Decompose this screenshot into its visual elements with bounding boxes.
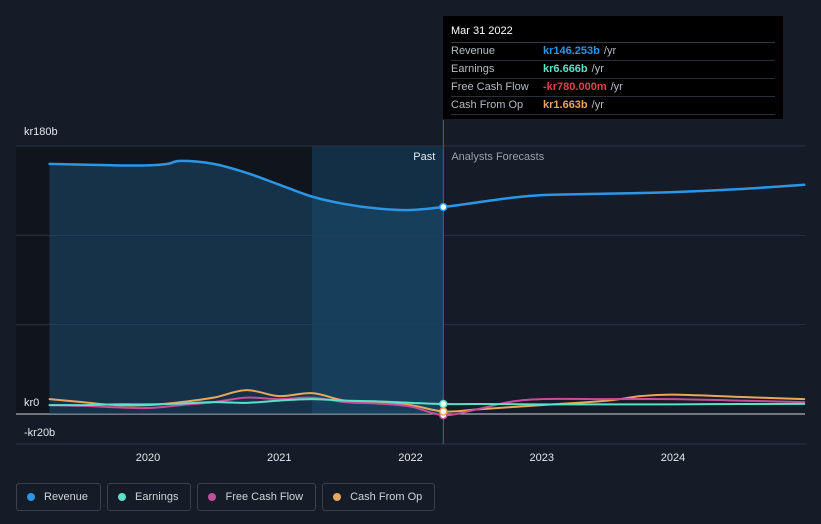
- tooltip-value: kr146.253b: [543, 45, 600, 57]
- tooltip-unit: /yr: [591, 63, 604, 75]
- x-tick-label: 2022: [398, 452, 422, 464]
- legend-item-cash-from-op[interactable]: Cash From Op: [322, 483, 436, 511]
- tooltip-row: Revenue kr146.253b/yr: [451, 43, 775, 61]
- legend-label: Cash From Op: [350, 491, 423, 503]
- legend-label: Earnings: [135, 491, 179, 503]
- tooltip-value: kr1.663b: [543, 99, 588, 111]
- legend-dot-icon: [333, 493, 342, 501]
- legend-item-earnings[interactable]: Earnings: [107, 483, 192, 511]
- past-label: Past: [413, 151, 435, 163]
- revenue-line: [48, 159, 806, 212]
- x-tick-label: 2020: [136, 452, 160, 464]
- tooltip-unit: /yr: [610, 81, 623, 93]
- tooltip-unit: /yr: [591, 99, 604, 111]
- legend: Revenue Earnings Free Cash Flow Cash From O…: [16, 483, 436, 511]
- tooltip-label: Free Cash Flow: [451, 81, 529, 93]
- forecast-label: Analysts Forecasts: [451, 151, 544, 163]
- tooltip: Mar 31 2022 Revenue kr146.253b/yr Earnings…: [443, 16, 783, 119]
- free-cash-flow-line: [48, 396, 806, 417]
- revenue-highlight-point: [439, 202, 448, 212]
- legend-item-revenue[interactable]: Revenue: [16, 483, 102, 511]
- tooltip-unit: /yr: [603, 45, 617, 57]
- legend-label: Revenue: [44, 491, 89, 503]
- tooltip-row: Free Cash Flow -kr780.000m/yr: [451, 79, 775, 97]
- cash-from-op-highlight-point: [439, 407, 448, 416]
- tooltip-row: Earnings kr6.666b/yr: [451, 61, 775, 79]
- y-tick-label: kr0: [24, 397, 39, 409]
- tooltip-row: Cash From Op kr1.663b/yr: [451, 97, 775, 115]
- y-tick-label: kr180b: [24, 126, 58, 138]
- x-tick-label: 2021: [267, 452, 291, 464]
- legend-item-free-cash-flow[interactable]: Free Cash Flow: [197, 483, 317, 511]
- tooltip-label: Cash From Op: [451, 99, 524, 111]
- legend-label: Free Cash Flow: [225, 491, 304, 503]
- legend-dot-icon: [118, 493, 127, 501]
- y-tick-label: -kr20b: [24, 427, 55, 439]
- earnings-highlight-point: [439, 399, 448, 409]
- tooltip-value: kr6.666b: [543, 63, 588, 75]
- tooltip-label: Revenue: [451, 45, 496, 57]
- x-tick-label: 2024: [661, 452, 685, 464]
- tooltip-value: -kr780.000m: [543, 81, 607, 93]
- earnings-line: [48, 398, 806, 407]
- tooltip-date: Mar 31 2022: [451, 24, 775, 43]
- revenue-area: [49, 160, 444, 414]
- legend-dot-icon: [208, 493, 217, 501]
- x-tick-label: 2023: [530, 452, 554, 464]
- legend-dot-icon: [27, 493, 35, 501]
- tooltip-label: Earnings: [451, 63, 495, 75]
